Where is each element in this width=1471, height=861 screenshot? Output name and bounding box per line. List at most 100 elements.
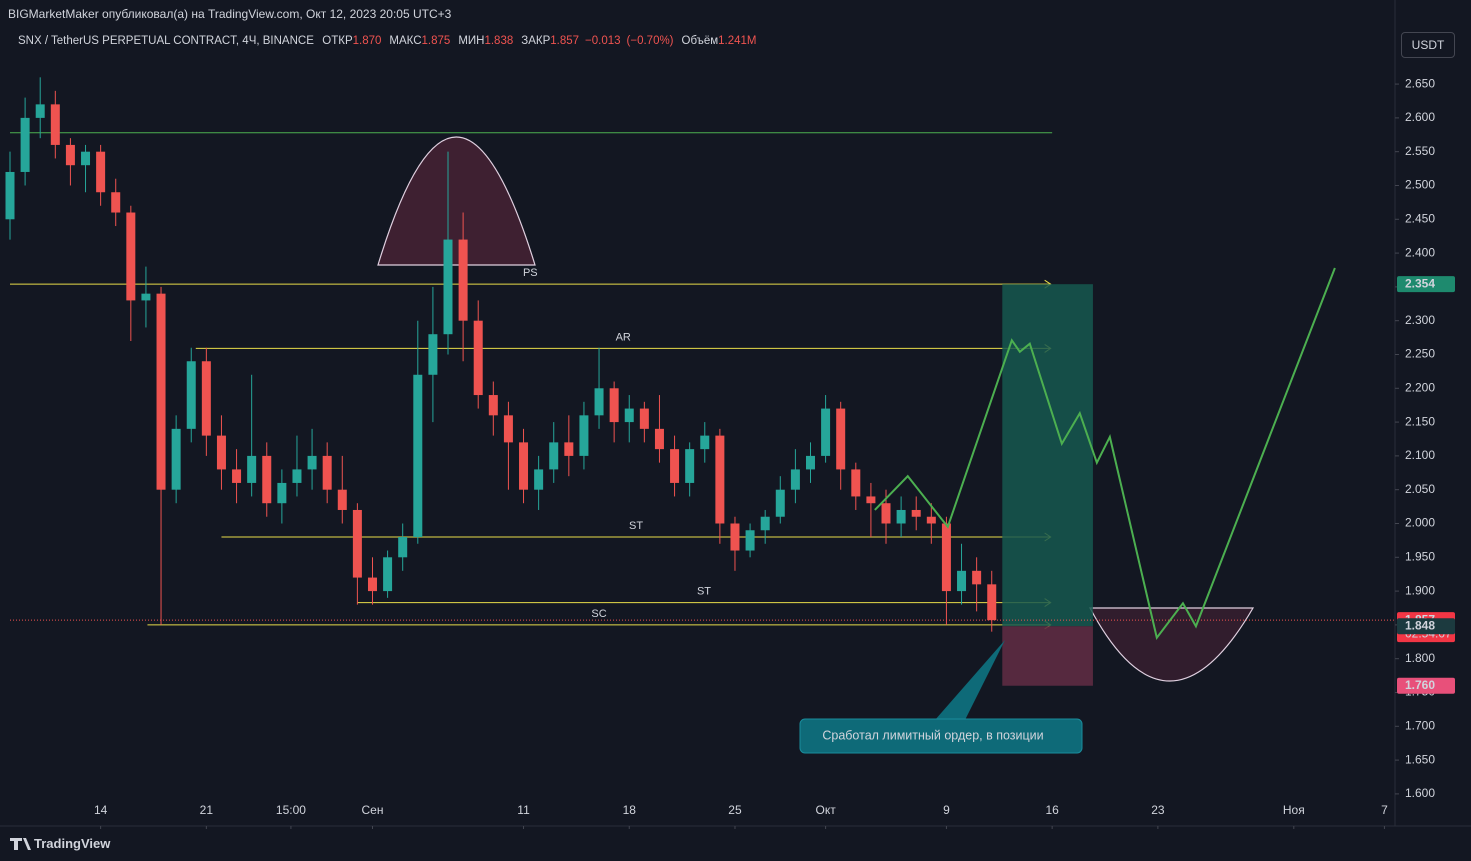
legend-value: 1.875 [421, 35, 451, 47]
candle-body [836, 408, 846, 470]
x-tick-label: 14 [94, 803, 108, 817]
y-tick-label: 1.600 [1405, 786, 1435, 800]
x-tick-label: 21 [200, 803, 214, 817]
publish-header: BIGMarketMaker опубликовал(а) на Trading… [8, 7, 452, 21]
stop-label: 1.760 [1405, 678, 1435, 692]
candle-body [957, 570, 967, 592]
accumulation-arc [1088, 607, 1255, 682]
candle-body [881, 503, 891, 524]
candle-body [534, 469, 544, 490]
candle-body [987, 584, 997, 621]
candle-body [488, 395, 498, 416]
entry-label: 1.848 [1405, 618, 1435, 632]
candle-body [624, 408, 634, 423]
candle-body [579, 415, 589, 456]
distribution-arc [377, 136, 536, 266]
callout-text: Сработал лимитный ордер, в позиции [822, 728, 1043, 742]
candle-body [171, 428, 181, 490]
candle-body [247, 455, 257, 483]
candle-body [413, 374, 423, 538]
brand-logo [10, 838, 31, 850]
candle-body [352, 509, 362, 578]
y-tick-label: 2.000 [1405, 516, 1435, 530]
y-tick-label: 2.600 [1405, 110, 1435, 124]
candle-body [398, 537, 408, 558]
candle-body [851, 469, 861, 497]
brand: TradingView [34, 836, 111, 851]
candle-body [50, 104, 60, 145]
symbol-legend: SNX / TetherUS PERPETUAL CONTRACT, 4Ч, B… [18, 35, 763, 47]
x-tick-label: 15:00 [276, 803, 306, 817]
candle-body [277, 482, 287, 504]
candle-body [911, 509, 921, 517]
candle-body [126, 212, 136, 301]
candle-body [730, 523, 740, 551]
candle-body [383, 557, 393, 592]
candle-body [156, 293, 166, 490]
candle-body [700, 435, 710, 450]
y-tick-label: 2.150 [1405, 414, 1435, 428]
candle-body [232, 469, 242, 483]
candle-body [111, 192, 121, 213]
candle-body [81, 151, 91, 166]
candle-body [594, 388, 604, 416]
level-label: SC [591, 608, 606, 620]
candle-body [428, 334, 438, 375]
candle-body [941, 523, 951, 592]
legend-value: 1.241M [718, 35, 757, 47]
legend-key: МАКС [389, 35, 422, 47]
y-tick-label: 2.500 [1405, 178, 1435, 192]
level-label: ST [629, 520, 643, 532]
symbol: SNX / TetherUS PERPETUAL CONTRACT, 4Ч, B… [18, 35, 314, 47]
x-tick-label: 23 [1151, 803, 1165, 817]
x-tick-label: Окт [815, 803, 836, 817]
candle-body [5, 171, 15, 220]
profit-zone [1002, 284, 1093, 627]
y-tick-label: 1.650 [1405, 752, 1435, 766]
candle-body [367, 577, 377, 592]
candle-body [65, 144, 75, 166]
candle-body [307, 455, 317, 470]
level-label: ST [697, 585, 711, 597]
candle-body [20, 117, 30, 172]
x-tick-label: 16 [1045, 803, 1059, 817]
callout-pointer [935, 640, 1005, 720]
candle-body [715, 435, 725, 524]
legend-value: −0.013 [585, 35, 621, 47]
candle-body [549, 442, 559, 470]
candle-body [609, 388, 619, 423]
candle-body [292, 469, 302, 483]
candle-body [186, 361, 196, 429]
target-label: 2.354 [1405, 276, 1435, 290]
x-tick-label: 7 [1381, 803, 1388, 817]
candle-body [790, 469, 800, 490]
candle-body [473, 320, 483, 396]
x-tick-label: Сен [362, 803, 384, 817]
x-tick-label: 11 [517, 803, 530, 817]
y-tick-label: 2.650 [1405, 76, 1435, 90]
candle-body [639, 408, 649, 429]
candle-body [322, 455, 332, 490]
x-tick-label: 25 [728, 803, 742, 817]
legend-key: Объём [681, 35, 719, 47]
target-label-bg [1397, 276, 1455, 293]
candle-body [821, 408, 831, 456]
candle-body [458, 239, 468, 321]
callout-box [799, 718, 1083, 754]
y-tick-label: 2.050 [1405, 482, 1435, 496]
candle-body [972, 570, 982, 585]
candle-body [337, 489, 347, 510]
y-tick-label: 2.300 [1405, 313, 1435, 327]
y-tick-label: 2.450 [1405, 211, 1435, 225]
x-tick-label: 9 [943, 803, 950, 817]
y-tick-label: 2.550 [1405, 144, 1435, 158]
candle-body [760, 516, 770, 531]
candle-body [654, 428, 664, 450]
entry-label-bg [1397, 618, 1455, 635]
stop-label-bg [1397, 677, 1455, 694]
legend-key: МИН [458, 35, 485, 47]
currency-button[interactable]: USDT [1401, 32, 1455, 58]
candle-body [201, 361, 211, 436]
